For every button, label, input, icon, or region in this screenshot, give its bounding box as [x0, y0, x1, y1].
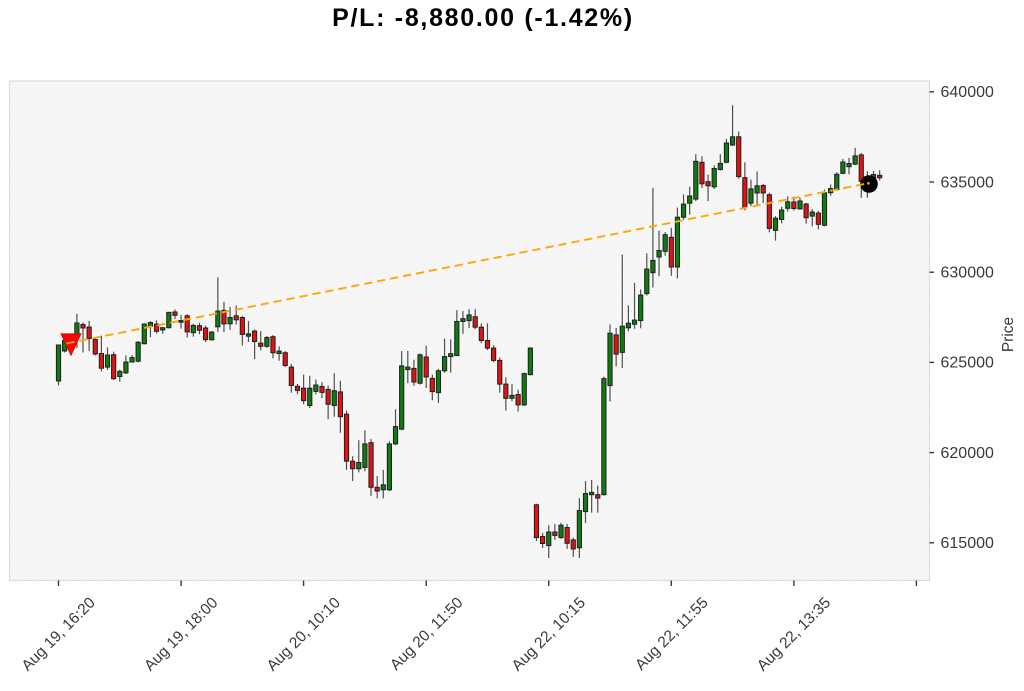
- svg-text:620000: 620000: [941, 445, 994, 462]
- svg-text:635000: 635000: [941, 174, 994, 191]
- svg-text:P/L: -8,880.00 (-1.42%): P/L: -8,880.00 (-1.42%): [332, 4, 634, 32]
- svg-text:630000: 630000: [941, 265, 994, 282]
- svg-text:Price: Price: [1000, 317, 1017, 352]
- svg-text:625000: 625000: [941, 355, 994, 372]
- svg-text:640000: 640000: [941, 84, 994, 101]
- svg-text:615000: 615000: [941, 535, 994, 552]
